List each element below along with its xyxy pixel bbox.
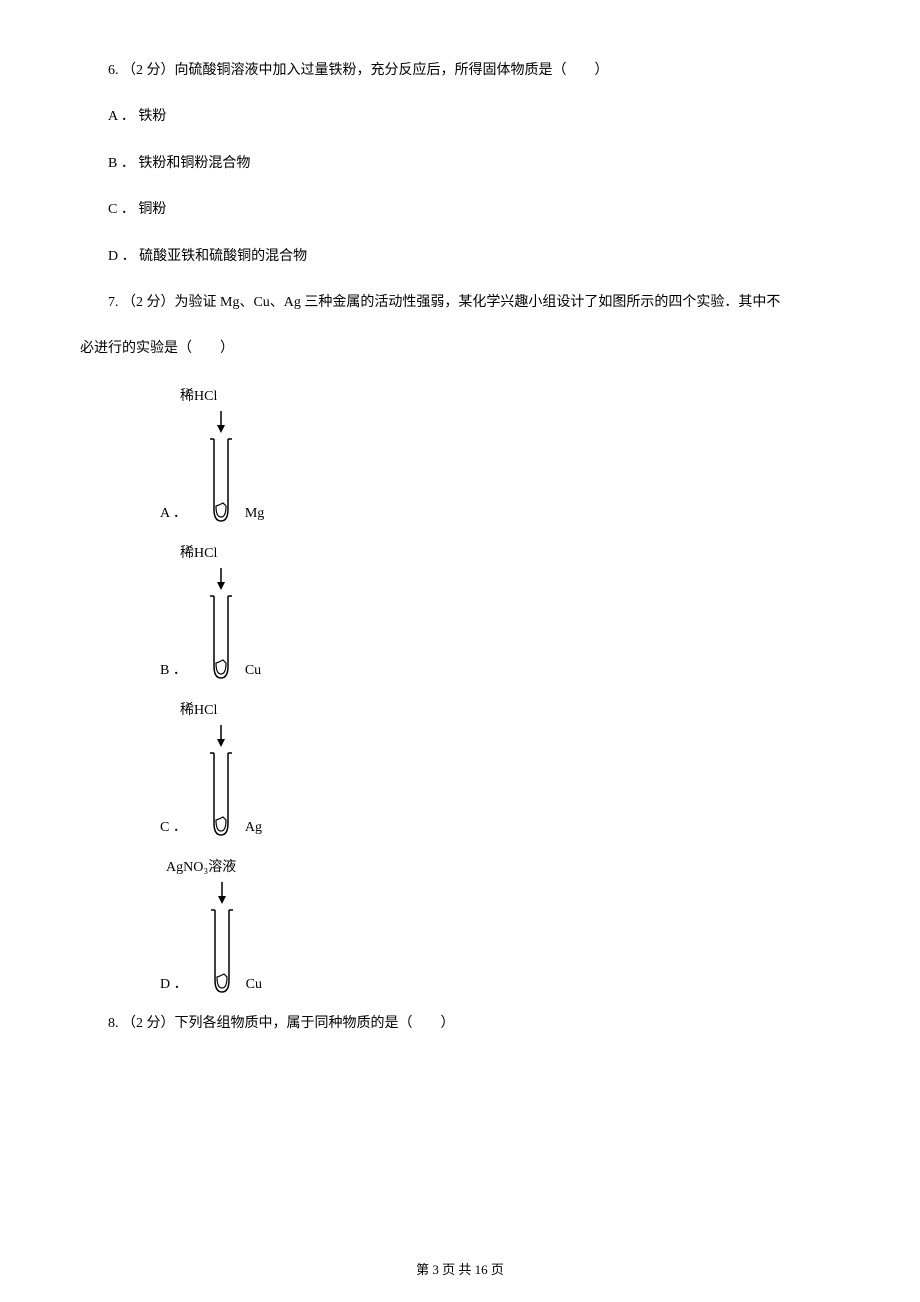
page-footer: 第 3 页 共 16 页 <box>0 1259 920 1278</box>
experiment-a-metal: Mg <box>245 506 264 524</box>
experiment-a-reagent: 稀HCl <box>180 385 840 405</box>
experiment-b-metal: Cu <box>245 663 261 681</box>
test-tube-icon <box>201 723 241 838</box>
experiment-c-letter: C ． <box>160 816 187 838</box>
experiment-b: 稀HCl B ． Cu <box>160 542 840 681</box>
question-6-option-a: A ． 铁粉 <box>80 106 840 128</box>
question-8-text: 8. （2 分）下列各组物质中，属于同种物质的是（ ） <box>80 1013 840 1035</box>
question-6-option-d: D ． 硫酸亚铁和硫酸铜的混合物 <box>80 246 840 268</box>
question-7-line1: 7. （2 分）为验证 Mg、Cu、Ag 三种金属的活动性强弱，某化学兴趣小组设… <box>80 292 840 314</box>
experiment-a: 稀HCl A ． Mg <box>160 385 840 524</box>
question-6-option-b: B ． 铁粉和铜粉混合物 <box>80 153 840 175</box>
question-6-option-c: C ． 铜粉 <box>80 199 840 221</box>
question-7-text: 7. （2 分）为验证 Mg、Cu、Ag 三种金属的活动性强弱，某化学兴趣小组设… <box>80 292 840 314</box>
experiment-c-reagent: 稀HCl <box>180 699 840 719</box>
test-tube-icon <box>202 880 242 995</box>
question-6-text: 6. （2 分）向硫酸铜溶液中加入过量铁粉，充分反应后，所得固体物质是（ ） <box>80 60 840 82</box>
experiment-d-metal: Cu <box>246 977 262 995</box>
experiment-d: AgNO₃溶液 D ． Cu <box>160 856 840 995</box>
test-tube-icon <box>201 409 241 524</box>
experiment-c: 稀HCl C ． Ag <box>160 699 840 838</box>
question-7-line2: 必进行的实验是（ ） <box>80 338 840 360</box>
test-tube-icon <box>201 566 241 681</box>
experiment-d-letter: D ． <box>160 973 188 995</box>
experiment-b-letter: B ． <box>160 659 187 681</box>
experiment-a-letter: A ． <box>160 502 187 524</box>
experiment-d-reagent: AgNO₃溶液 <box>166 856 840 876</box>
experiment-c-metal: Ag <box>245 820 262 838</box>
experiment-b-reagent: 稀HCl <box>180 542 840 562</box>
page-content: 6. （2 分）向硫酸铜溶液中加入过量铁粉，充分反应后，所得固体物质是（ ） A… <box>0 0 920 1035</box>
